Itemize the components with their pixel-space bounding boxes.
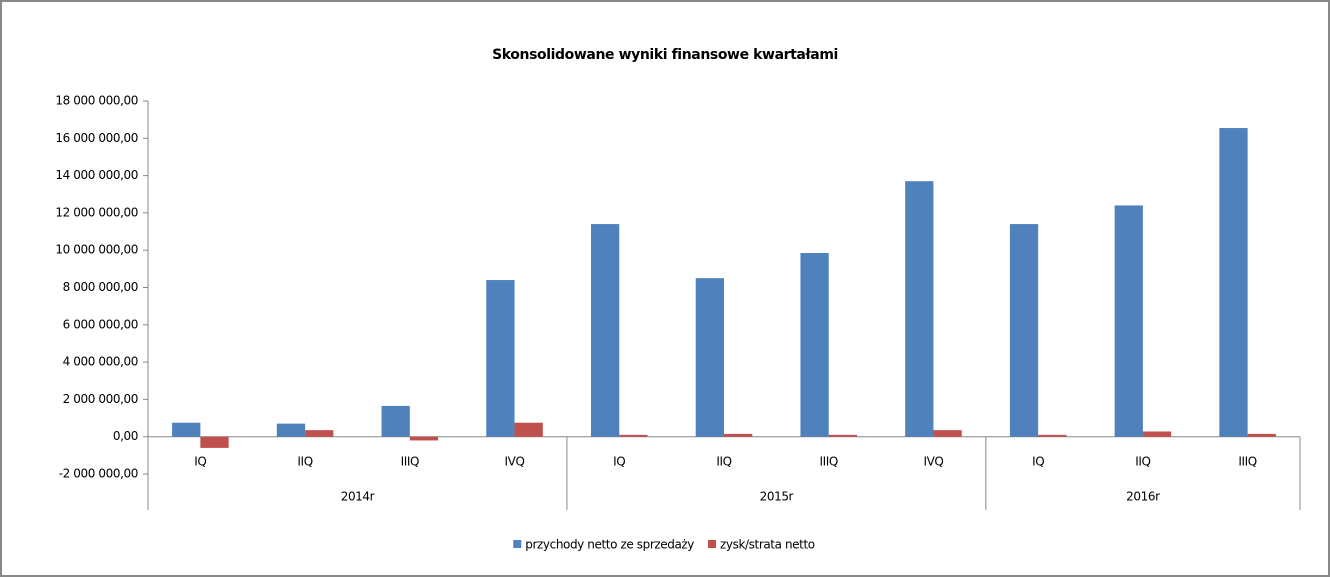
x-tick-label: IIIQ — [1238, 455, 1256, 469]
group-label: 2015r — [760, 490, 794, 504]
bar — [695, 278, 724, 437]
bar — [200, 436, 229, 448]
bar — [800, 252, 829, 437]
chart-title: Skonsolidowane wyniki finansowe kwartała… — [492, 47, 838, 63]
y-tick-label: 14 000 000,00 — [55, 168, 138, 182]
bar — [1247, 433, 1276, 437]
bar — [1009, 224, 1039, 437]
bar — [590, 224, 620, 437]
legend-swatch — [708, 540, 717, 548]
y-tick-label: 0,00 — [113, 429, 138, 443]
bar — [619, 434, 648, 437]
bar — [409, 436, 439, 441]
bar — [514, 422, 543, 437]
x-tick-label: IIQ — [716, 455, 731, 469]
legend-label: zysk/strata netto — [720, 538, 815, 552]
x-tick-label: IIIQ — [401, 455, 419, 469]
bar — [1219, 128, 1248, 437]
y-tick-label: 16 000 000,00 — [55, 131, 138, 145]
bar — [1114, 205, 1143, 437]
x-tick-label: IVQ — [505, 455, 525, 469]
bar — [933, 430, 962, 437]
bar — [828, 434, 858, 437]
y-tick-label: 2 000 000,00 — [63, 392, 138, 406]
bar — [276, 423, 306, 437]
x-tick-label: IQ — [194, 455, 206, 469]
y-tick-label: 10 000 000,00 — [55, 243, 138, 257]
y-tick-label: 18 000 000,00 — [55, 94, 138, 108]
bar — [381, 405, 410, 437]
legend-label: przychody netto ze sprzedaży — [525, 538, 694, 552]
x-tick-label: IQ — [613, 455, 625, 469]
y-tick-label: 12 000 000,00 — [55, 205, 138, 219]
bar — [724, 433, 753, 437]
x-tick-label: IIQ — [1135, 455, 1150, 469]
x-tick-label: IVQ — [923, 455, 943, 469]
legend-swatch — [513, 540, 522, 548]
y-tick-label: 8 000 000,00 — [63, 280, 138, 294]
x-tick-label: IIQ — [297, 455, 312, 469]
group-label: 2016r — [1126, 490, 1160, 504]
x-tick-label: IQ — [1032, 455, 1044, 469]
bar — [1142, 431, 1172, 437]
bar — [905, 181, 934, 437]
bar — [172, 422, 201, 437]
group-label: 2014r — [341, 490, 375, 504]
bar — [1038, 434, 1067, 437]
y-tick-label: 4 000 000,00 — [63, 355, 138, 369]
y-tick-label: 6 000 000,00 — [63, 317, 138, 331]
y-tick-label: -2 000 000,00 — [59, 467, 138, 481]
x-tick-label: IIIQ — [819, 455, 837, 469]
bar — [486, 280, 515, 437]
bar — [305, 430, 334, 437]
